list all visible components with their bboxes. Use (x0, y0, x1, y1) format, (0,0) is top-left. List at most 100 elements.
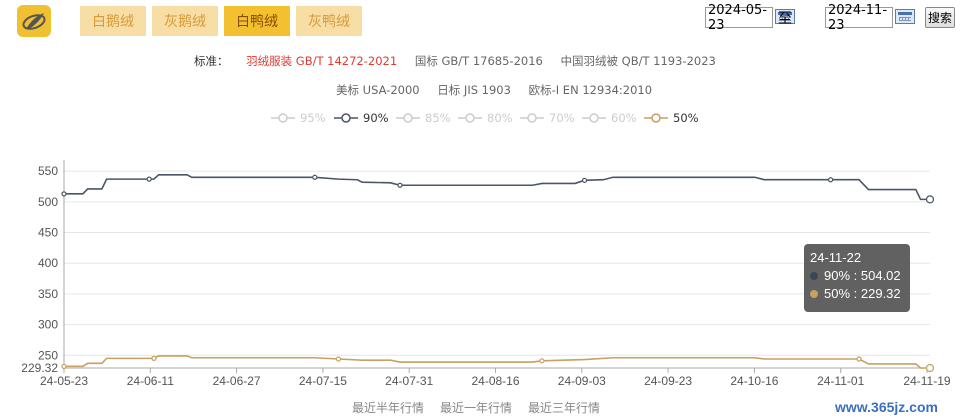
legend-line-icon (644, 113, 668, 123)
tab-grey-goose-down[interactable]: 灰鹅绒 (152, 6, 218, 36)
legend-item-95[interactable]: 95% (271, 111, 326, 125)
standard-link-usa2000[interactable]: 美标 USA-2000 (336, 83, 420, 97)
data-point (828, 177, 834, 183)
y-tick-label: 550 (38, 164, 58, 178)
data-point (539, 358, 545, 364)
end-date-picker[interactable] (895, 7, 920, 28)
x-tick-label: 24-09-03 (558, 374, 606, 388)
series-dot-icon (810, 271, 818, 280)
period-links: 最近半年行情 最近一年行情 最近三年行情 (352, 399, 616, 416)
calendar-icon[interactable] (895, 9, 915, 24)
legend-label: 85% (425, 111, 451, 125)
y-tick-label: 250 (38, 348, 58, 362)
legend-item-50[interactable]: 50% (644, 111, 699, 125)
category-tabs: 白鹅绒 灰鹅绒 白鸭绒 灰鸭绒 (80, 6, 368, 36)
x-tick-label: 24-07-15 (299, 374, 347, 388)
x-axis: 24-05-23 24-06-11 24-06-27 24-07-15 24-07-31… (40, 367, 951, 388)
end-date-value: 2024-11-23 (828, 2, 888, 33)
link-three-years[interactable]: 最近三年行情 (528, 401, 601, 415)
tooltip-row-90: 90% : 504.02 (810, 268, 904, 283)
legend-line-icon (334, 113, 358, 123)
tooltip-separator: : (850, 286, 861, 301)
grid-lines (64, 170, 930, 356)
data-point (335, 356, 342, 362)
data-point (151, 355, 157, 361)
legend-label: 70% (549, 111, 575, 125)
legend-line-icon (396, 113, 420, 123)
tab-white-duck-down[interactable]: 白鸭绒 (224, 6, 290, 36)
data-point (856, 356, 862, 362)
x-tick-label: 24-06-11 (127, 374, 174, 388)
start-date-input[interactable]: 2024-05-23 (705, 3, 773, 33)
x-tick-label: 24-11-01 (817, 374, 864, 388)
tab-grey-duck-down[interactable]: 灰鸭绒 (296, 6, 362, 36)
chart-legend: 95% 90% 85% 80% 70% 60% 50% (0, 111, 960, 127)
legend-item-80[interactable]: 80% (458, 111, 513, 125)
legend-item-85[interactable]: 85% (396, 111, 451, 125)
start-date-picker[interactable] (775, 7, 800, 28)
legend-label: 95% (300, 111, 326, 125)
x-tick-label: 24-06-27 (213, 374, 261, 388)
x-tick-label: 24-11-19 (903, 374, 950, 388)
series-lines (61, 174, 935, 373)
y-axis: 250 300 350 400 450 500 550 229.32 (21, 160, 65, 375)
date-separator: 至 (778, 11, 792, 27)
y-tick-label: 450 (38, 226, 58, 240)
y-tick-label: 300 (38, 318, 58, 332)
data-point (581, 177, 588, 183)
legend-line-icon (458, 113, 482, 123)
standards-label: 标准： (194, 54, 229, 68)
link-one-year[interactable]: 最近一年行情 (440, 401, 513, 415)
tooltip-series-value: 229.32 (860, 286, 901, 301)
search-button[interactable]: 搜索 (925, 7, 955, 28)
legend-label: 60% (611, 111, 637, 125)
standard-link-gbt17685[interactable]: 国标 GB/T 17685-2016 (414, 54, 543, 68)
data-point (925, 195, 935, 204)
data-point (397, 182, 403, 188)
calendar-icon[interactable] (775, 9, 795, 24)
legend-label: 80% (487, 111, 513, 125)
series-line-50 (64, 355, 930, 369)
tab-white-goose-down[interactable]: 白鹅绒 (80, 6, 146, 36)
watermark: www.365jz.com (835, 396, 960, 418)
standard-link-en12934[interactable]: 欧标-I EN 12934:2010 (528, 83, 653, 97)
standard-link-qbt1193[interactable]: 中国羽绒被 QB/T 1193-2023 (560, 54, 716, 68)
legend-item-90[interactable]: 90% (334, 111, 389, 125)
legend-label: 50% (673, 111, 699, 125)
x-tick-label: 24-09-23 (644, 374, 692, 388)
legend-item-70[interactable]: 70% (520, 111, 575, 125)
legend-label: 90% (363, 111, 389, 125)
standard-link-gbt14272[interactable]: 羽绒服装 GB/T 14272-2021 (246, 54, 398, 68)
x-tick-label: 24-05-23 (40, 374, 88, 388)
data-point (61, 363, 67, 369)
start-date-value: 2024-05-23 (708, 2, 768, 33)
tooltip-series-name: 50% (824, 286, 851, 301)
logo[interactable] (17, 5, 51, 37)
series-line-90 (64, 174, 930, 201)
chart-tooltip: 24-11-22 90% : 504.02 50% : 229.32 (804, 244, 910, 312)
y-tick-label: 229.32 (21, 361, 58, 375)
y-tick-label: 500 (38, 195, 58, 209)
standard-link-jis1903[interactable]: 日标 JIS 1903 (437, 83, 511, 97)
tooltip-series-value: 504.02 (860, 268, 901, 283)
link-half-year[interactable]: 最近半年行情 (352, 401, 425, 415)
tooltip-row-50: 50% : 229.32 (810, 286, 904, 301)
tooltip-date: 24-11-22 (810, 250, 862, 265)
data-point (146, 176, 152, 182)
tooltip-separator: : (850, 268, 861, 283)
series-dot-icon (810, 289, 818, 298)
x-tick-label: 24-10-16 (730, 374, 778, 388)
data-point (925, 363, 935, 373)
feather-icon (22, 13, 46, 30)
x-tick-label: 24-07-31 (385, 374, 433, 388)
legend-item-60[interactable]: 60% (582, 111, 637, 125)
y-tick-label: 350 (38, 287, 58, 301)
end-date-input[interactable]: 2024-11-23 (825, 3, 893, 33)
legend-line-icon (582, 113, 606, 123)
x-tick-label: 24-08-16 (471, 374, 519, 388)
legend-line-icon (271, 113, 295, 123)
legend-line-icon (520, 113, 544, 123)
tooltip-series-name: 90% (824, 268, 851, 283)
y-tick-label: 400 (38, 256, 58, 270)
